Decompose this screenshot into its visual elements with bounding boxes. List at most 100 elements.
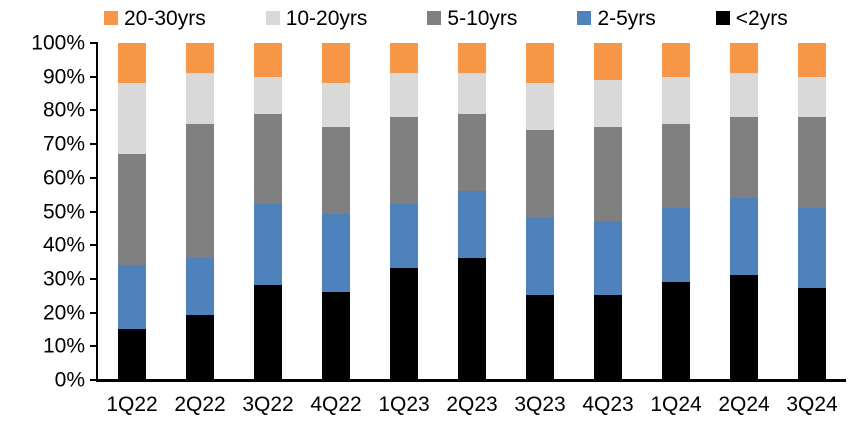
legend-item-20-30yrs: 20-30yrs xyxy=(104,8,206,29)
legend-label: <2yrs xyxy=(735,6,788,30)
bar-segment-2q24-2-5yrs xyxy=(730,197,758,275)
y-tick-label: 30% xyxy=(42,267,85,291)
bar-segment-2q22-10-20yrs xyxy=(186,73,214,124)
bar-column-4q23 xyxy=(574,43,642,379)
bar-segment-2q23-under-2yrs xyxy=(458,258,486,379)
bar-segment-4q22-under-2yrs xyxy=(322,291,350,379)
legend-swatch-under-2yrs xyxy=(715,11,730,25)
legend-swatch-20-30yrs xyxy=(104,11,118,25)
x-tick-label: 2Q24 xyxy=(718,393,770,416)
x-tick-label: 4Q22 xyxy=(310,393,362,416)
bar-segment-1q24-10-20yrs xyxy=(662,76,690,124)
bar-segment-2q22-20-30yrs xyxy=(186,43,214,74)
bar-segment-1q24-2-5yrs xyxy=(662,207,690,282)
bar-segment-3q22-5-10yrs xyxy=(254,113,282,205)
bar-segment-1q23-5-10yrs xyxy=(390,116,418,205)
bar-segment-1q22-5-10yrs xyxy=(118,153,146,265)
bar-segment-1q23-20-30yrs xyxy=(390,43,418,74)
bar-segment-1q24-20-30yrs xyxy=(662,43,690,77)
legend-item-2-5yrs: 2-5yrs xyxy=(577,8,656,29)
bar-column-2q22 xyxy=(166,43,234,379)
x-axis-line xyxy=(96,379,846,382)
legend-item-under-2yrs: <2yrs xyxy=(715,6,788,30)
bar-segment-1q22-under-2yrs xyxy=(118,328,146,379)
bar-segment-4q23-10-20yrs xyxy=(594,79,622,128)
bar-segment-1q24-5-10yrs xyxy=(662,123,690,208)
y-tick-mark xyxy=(90,75,97,78)
y-axis-tick-marks xyxy=(90,42,97,381)
bar-segment-2q24-5-10yrs xyxy=(730,116,758,198)
bar-segment-3q22-2-5yrs xyxy=(254,204,282,285)
bar-segment-1q23-10-20yrs xyxy=(390,73,418,117)
x-tick-label: 3Q22 xyxy=(242,393,294,416)
y-tick-mark xyxy=(90,244,97,247)
x-axis-labels: 1Q22 2Q22 3Q22 4Q22 1Q23 2Q23 3Q23 4Q23 1Q24 2Q24… xyxy=(98,392,846,417)
legend-item-10-20yrs: 10-20yrs xyxy=(265,6,368,30)
bar-segment-1q22-20-30yrs xyxy=(118,43,146,84)
bar-segment-2q23-2-5yrs xyxy=(458,190,486,259)
bar-segment-1q23-2-5yrs xyxy=(390,204,418,269)
legend-label: 10-20yrs xyxy=(285,6,368,30)
x-tick-label: 4Q23 xyxy=(582,393,634,416)
bar-segment-1q24-under-2yrs xyxy=(662,281,690,379)
y-axis-line xyxy=(96,42,98,381)
bar-segment-3q24-5-10yrs xyxy=(798,116,826,208)
bar-column-4q22 xyxy=(302,43,370,379)
bar-segment-3q24-under-2yrs xyxy=(798,288,826,379)
bar-column-1q23 xyxy=(370,43,438,379)
bar-segment-4q22-5-10yrs xyxy=(322,127,350,215)
x-tick-label: 1Q24 xyxy=(650,393,702,416)
bar-segment-4q23-2-5yrs xyxy=(594,221,622,295)
bar-column-1q24 xyxy=(642,43,710,379)
y-tick-label: 10% xyxy=(42,334,85,358)
bar-segment-2q23-5-10yrs xyxy=(458,113,486,191)
y-tick-mark xyxy=(90,311,97,314)
bar-segment-2q22-2-5yrs xyxy=(186,258,214,316)
bar-column-3q23 xyxy=(506,43,574,379)
legend-item-5-10yrs: 5-10yrs xyxy=(427,8,517,29)
bar-column-3q24 xyxy=(778,43,846,379)
bar-segment-1q23-under-2yrs xyxy=(390,268,418,379)
legend-swatch-2-5yrs xyxy=(577,11,592,25)
bar-segment-3q23-10-20yrs xyxy=(526,83,554,131)
bar-segment-2q23-10-20yrs xyxy=(458,73,486,114)
x-tick-label: 1Q22 xyxy=(106,393,158,416)
bar-column-3q22 xyxy=(234,43,302,379)
bar-segment-3q22-20-30yrs xyxy=(254,43,282,77)
bar-segment-2q24-20-30yrs xyxy=(730,43,758,74)
y-tick-mark xyxy=(90,379,97,381)
bar-column-2q23 xyxy=(438,43,506,379)
y-tick-label: 70% xyxy=(42,132,85,156)
bar-segment-3q23-2-5yrs xyxy=(526,217,554,295)
legend-label: 5-10yrs xyxy=(447,6,518,30)
x-tick-label: 2Q22 xyxy=(174,393,226,416)
y-tick-mark xyxy=(90,42,97,44)
y-tick-label: 50% xyxy=(42,200,85,223)
y-tick-label: 20% xyxy=(42,301,85,325)
legend-swatch-5-10yrs xyxy=(427,11,442,25)
bar-segment-3q23-20-30yrs xyxy=(526,43,554,84)
y-axis-labels: 0% 10% 20% 30% 40% 50% 60% 70% 80% 90% 100% xyxy=(0,33,85,391)
bar-segment-2q22-5-10yrs xyxy=(186,123,214,259)
bar-segment-4q23-20-30yrs xyxy=(594,43,622,80)
bar-segment-4q23-under-2yrs xyxy=(594,295,622,379)
bar-segment-3q22-10-20yrs xyxy=(254,76,282,114)
x-tick-label: 3Q24 xyxy=(786,393,838,416)
bar-segment-1q22-2-5yrs xyxy=(118,264,146,329)
bar-segment-3q24-10-20yrs xyxy=(798,76,826,117)
plot-area xyxy=(98,43,846,379)
bar-segment-1q22-10-20yrs xyxy=(118,83,146,154)
bar-column-1q22 xyxy=(98,43,166,379)
y-tick-mark xyxy=(90,109,97,112)
bar-segment-4q22-20-30yrs xyxy=(322,43,350,84)
legend: 20-30yrs 10-20yrs 5-10yrs 2-5yrs <2yrs xyxy=(104,5,788,31)
bar-segment-3q24-2-5yrs xyxy=(798,207,826,289)
y-tick-mark xyxy=(90,143,97,146)
y-tick-label: 90% xyxy=(42,65,85,89)
bar-segment-3q24-20-30yrs xyxy=(798,43,826,77)
x-tick-label: 1Q23 xyxy=(378,393,430,416)
y-tick-label: 80% xyxy=(42,98,85,122)
bar-segment-3q23-5-10yrs xyxy=(526,130,554,218)
bar-segment-2q23-20-30yrs xyxy=(458,43,486,74)
